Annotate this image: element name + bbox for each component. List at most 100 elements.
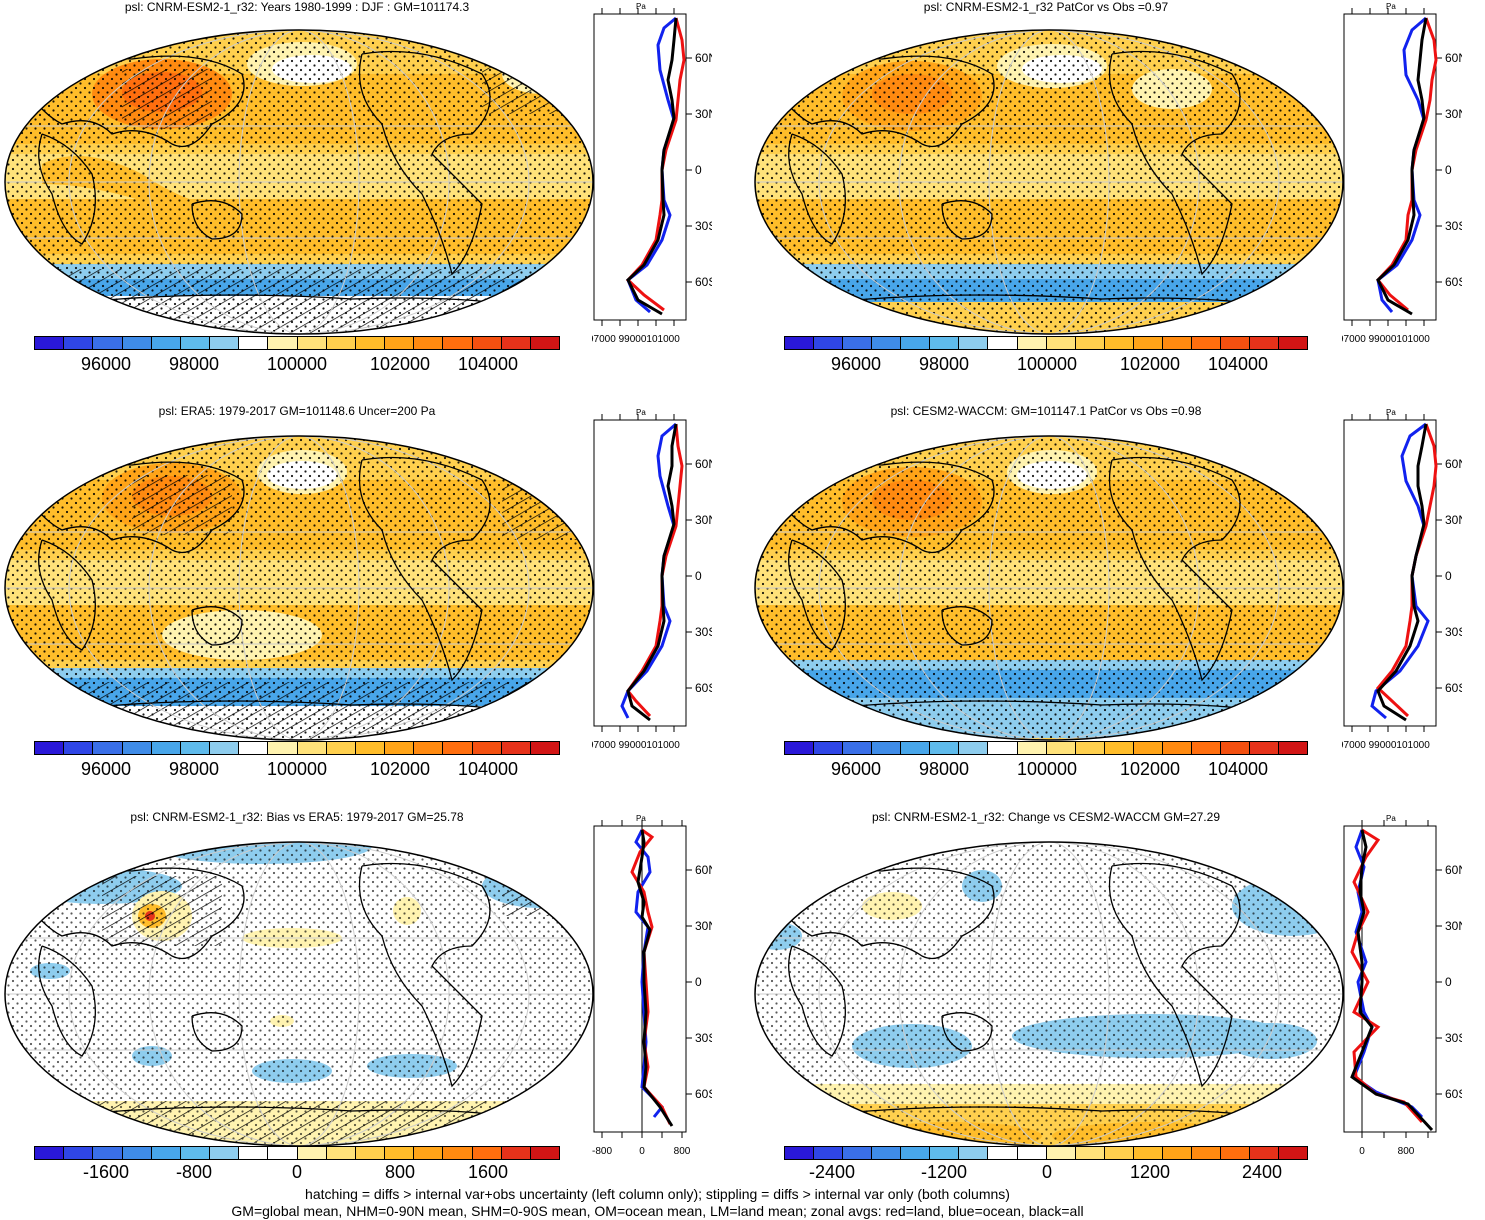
colorbar-swatch [814,337,844,349]
colorbar-swatch [988,1147,1018,1159]
zonal-x-labels: 97000 99000101000 [1342,334,1430,345]
zonal-x-label: 800 [674,1146,691,1157]
colorbar-swatch [239,1147,269,1159]
colorbar-swatch [1162,742,1192,754]
zonal-units: Pa [636,408,646,417]
lat-label: 60S [695,681,712,695]
colorbar-labels-4: 96000 98000 100000 102000 104000 [784,759,1308,781]
cb-label: 98000 [168,354,220,374]
lat-label: 30S [695,1031,712,1045]
lat-label: 30S [1445,219,1462,233]
colorbar-swatch [180,742,211,754]
colorbar-swatch [1017,1147,1047,1159]
colorbar-swatch [239,337,269,349]
lat-label: 30S [1445,625,1462,639]
colorbar-swatch [122,337,152,349]
colorbar-swatch [872,742,902,754]
footer-notes: hatching = diffs > internal var+obs unce… [0,1186,1315,1220]
colorbar-swatch [1104,337,1134,349]
lat-label: 0 [1445,975,1452,989]
colorbar-swatch [501,742,531,754]
cb-label: 102000 [369,759,431,779]
zonal-x-label: 0 [1359,1146,1365,1157]
colorbar-swatch [959,742,989,754]
colorbar-labels-1: 96000 98000 100000 102000 104000 [34,354,560,376]
lat-label: 60S [695,1087,712,1101]
lat-label: 30N [1445,513,1462,527]
colorbar-swatch [64,1147,94,1159]
colorbar-swatch [472,742,502,754]
colorbar-swatch [1279,1147,1308,1159]
map-era5 [4,435,594,741]
colorbar-swatch [472,1147,502,1159]
colorbar-swatch [239,742,269,754]
lat-label: 30N [695,919,712,933]
lat-label: 60S [1445,681,1462,695]
colorbar-swatch [785,337,815,349]
lat-label: 60N [695,457,712,471]
lat-label: 30N [695,513,712,527]
zonal-units: Pa [1386,408,1396,417]
footer-line-2: GM=global mean, NHM=0-90N mean, SHM=0-90… [231,1203,1084,1219]
zonal-profile-5: Pa 60N 30N 0 30S 60S -800 0 800 [592,814,712,1157]
colorbar-swatch [1220,1147,1250,1159]
colorbar-swatch [151,742,181,754]
zonal-units: Pa [1386,814,1396,823]
panel-title-2: psl: CNRM-ESM2-1_r32 PatCor vs Obs =0.97 [923,0,1169,14]
colorbar-swatch [355,1147,386,1159]
cb-label: 100000 [1016,759,1078,779]
cb-label: 0 [291,1162,303,1182]
colorbar-swatch [530,1147,560,1159]
zonal-profile-3: Pa 60N 30N 0 30S 60S 97000 99000101000 [592,408,712,751]
cb-label: 96000 [80,759,132,779]
colorbar-swatch [1046,1147,1076,1159]
colorbar-swatch [1250,337,1280,349]
lat-label: 0 [1445,163,1452,177]
cb-label: 104000 [1207,759,1269,779]
cb-label: 100000 [266,354,328,374]
colorbar-swatch [443,337,473,349]
lat-label: 60N [695,863,712,877]
panel-title-6: psl: CNRM-ESM2-1_r32: Change vs CESM2-WA… [872,810,1220,824]
colorbar-swatch [35,337,65,349]
colorbar-swatch [959,337,989,349]
colorbar-swatch [385,337,415,349]
cb-label: 100000 [266,759,328,779]
cb-label: 104000 [457,759,519,779]
colorbar-swatch [1075,742,1105,754]
colorbar-swatch [1104,1147,1134,1159]
cb-label: -1600 [82,1162,130,1182]
cb-label: 104000 [457,354,519,374]
colorbar-swatch [1162,337,1192,349]
colorbar-swatch [151,1147,181,1159]
cb-label: 102000 [1119,354,1181,374]
colorbar-swatch [930,1147,960,1159]
lat-label: 30N [1445,919,1462,933]
colorbar-swatch [1162,1147,1192,1159]
cb-label: 102000 [1119,759,1181,779]
colorbar-swatch [843,337,873,349]
lat-label: 60S [695,275,712,289]
zonal-profile-1: Pa 60N 30N 0 30S 60S 97000 99000101000 [592,2,712,345]
colorbar-swatch [64,742,94,754]
colorbar-swatch [1104,742,1134,754]
colorbar-swatch [988,742,1018,754]
cb-label: 1200 [1129,1162,1171,1182]
colorbar-swatch [1017,742,1047,754]
zonal-x-labels: 97000 99000101000 [592,334,680,345]
colorbar-swatch [180,337,211,349]
colorbar-swatch [210,742,240,754]
colorbar-swatch [385,742,415,754]
colorbar-swatch [814,742,844,754]
lat-label: 60N [1445,457,1462,471]
cb-label: -800 [175,1162,213,1182]
colorbar-swatch [959,1147,989,1159]
colorbar-swatch [930,337,960,349]
lat-label: 60N [695,51,712,65]
cb-label: 800 [384,1162,416,1182]
colorbar-swatch [501,1147,531,1159]
zonal-x-label: -800 [592,1146,612,1157]
cb-label: 96000 [830,354,882,374]
colorbar-swatch [1133,337,1163,349]
map-patcor [754,29,1344,335]
